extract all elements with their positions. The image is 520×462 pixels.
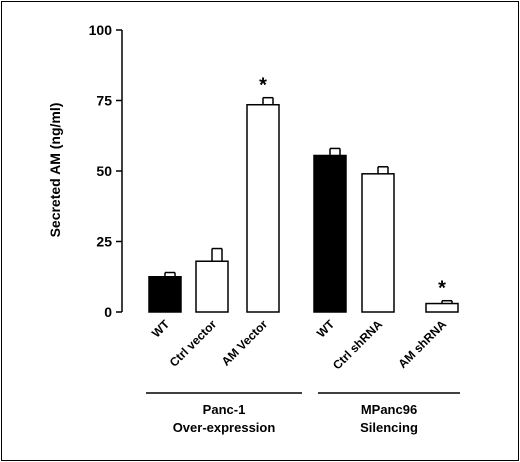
bar-5 — [425, 302, 459, 313]
x-tick-label-0: WT — [149, 317, 173, 341]
y-tick-label-0: 0 — [104, 304, 112, 320]
group-sublabel-0: Over-expression — [173, 420, 276, 435]
significance-mark-5: * — [438, 278, 446, 300]
bar-2 — [246, 103, 280, 313]
bar-1 — [195, 260, 229, 313]
bar-4 — [361, 173, 395, 313]
y-tick-label-3: 75 — [96, 93, 112, 109]
bar-3 — [313, 154, 347, 313]
group-label-1: MPanc96 — [361, 402, 417, 417]
x-tick-label-5: AM shRNA — [395, 317, 449, 371]
bar-0 — [148, 276, 182, 313]
group-label-0: Panc-1 — [203, 402, 246, 417]
y-tick-label-1: 25 — [96, 234, 112, 250]
x-tick-label-4: Ctrl shRNA — [330, 317, 385, 372]
y-axis-label: Secreted AM (ng/ml) — [47, 103, 63, 238]
x-tick-label-3: WT — [314, 317, 338, 341]
y-tick-label-4: 100 — [89, 22, 113, 38]
x-tick-label-2: AM Vector — [219, 317, 271, 369]
y-tick-label-2: 50 — [96, 163, 112, 179]
x-tick-label-1: Ctrl vector — [167, 317, 220, 370]
significance-mark-2: * — [259, 75, 267, 97]
group-sublabel-1: Silencing — [360, 420, 418, 435]
